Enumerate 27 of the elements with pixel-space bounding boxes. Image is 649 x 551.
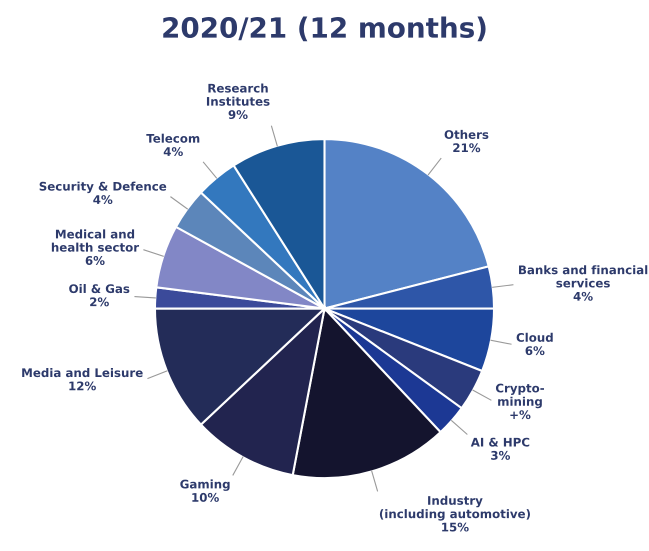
chart-title: 2020/21 (12 months)	[163, 16, 486, 42]
slice-label: Media and Leisure	[22, 368, 143, 378]
slice-label: Research Institutes	[206, 83, 270, 106]
data-label: 6%	[526, 346, 544, 356]
slice-label: Gaming	[180, 479, 230, 491]
data-label: 21%	[453, 143, 480, 152]
slice-label: Oil & Gas	[69, 284, 130, 294]
slice-label: Industry (including automotive)	[380, 496, 530, 521]
slice-label: Medical and health sector	[52, 229, 140, 252]
data-label: 6%	[86, 256, 105, 265]
data-label: 4%	[574, 292, 593, 301]
slice-label: AI & HPC	[470, 438, 530, 447]
data-label: 4%	[93, 195, 112, 204]
data-label: 3%	[491, 450, 510, 460]
data-label: 2%	[90, 297, 109, 306]
data-label: 10%	[192, 492, 219, 502]
data-label: 12%	[69, 381, 96, 390]
slice-label: Telecom	[146, 134, 200, 143]
data-label: 4%	[164, 147, 183, 156]
slice-label: Banks and financial services	[519, 265, 648, 288]
slice-label: Security & Defence	[40, 182, 166, 194]
slice-label: Crypto- mining	[496, 384, 544, 408]
data-label: +%	[510, 410, 530, 420]
data-label: 9%	[228, 110, 248, 120]
slice-label: Cloud	[516, 332, 553, 342]
data-label: 15%	[442, 522, 469, 532]
slice-label: Others	[444, 130, 488, 139]
